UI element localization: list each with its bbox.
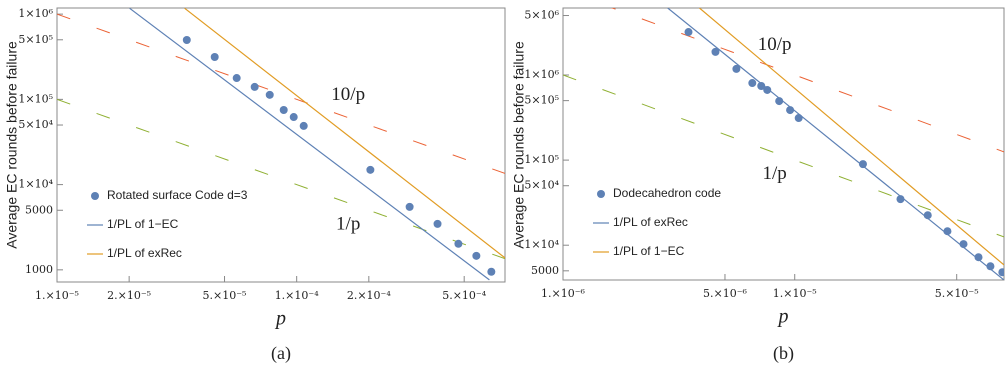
y-tick-label: 1×10⁵ — [18, 92, 53, 105]
x-tick-label: 2.×10⁻⁴ — [347, 289, 392, 302]
point — [454, 239, 463, 248]
y-tick-label: 5000 — [25, 203, 53, 216]
annotation: 1/p — [763, 163, 787, 184]
legend-label: Rotated surface Code d=3 — [107, 188, 248, 202]
point — [711, 47, 720, 56]
y-tick-label: 1×10⁶ — [524, 68, 559, 81]
y-tick-label: 1×10⁴ — [524, 238, 559, 251]
annotation: 1/p — [336, 213, 360, 234]
point — [279, 106, 288, 115]
plot-area — [563, 8, 1004, 280]
point — [265, 90, 274, 99]
caption: (b) — [773, 343, 794, 364]
y-axis-label: Average EC rounds before failure — [511, 41, 527, 249]
plot-frame — [56, 7, 506, 283]
point — [757, 81, 766, 90]
y-tick-label: 1000 — [25, 263, 53, 276]
legend-label: Dodecahedron code — [613, 186, 721, 200]
x-tick-label: 5.×10⁻⁴ — [442, 289, 487, 302]
y-tick-label: 1×10⁴ — [18, 178, 53, 191]
x-tick-label: 2.×10⁻⁵ — [107, 289, 151, 302]
line — [129, 8, 490, 281]
x-axis-label: p — [777, 306, 789, 328]
legend-swatch — [597, 190, 605, 198]
reference-line — [57, 13, 505, 174]
legend-label: 1/PL of 1−EC — [613, 244, 685, 258]
y-tick-label: 5×10⁵ — [18, 33, 53, 46]
point — [684, 28, 693, 37]
x-tick-label: 5.×10⁻⁵ — [935, 287, 979, 300]
point — [763, 85, 772, 94]
x-tick-label: 1.×10⁻⁵ — [773, 287, 817, 300]
reference-line — [563, 74, 1004, 238]
caption: (a) — [271, 343, 291, 364]
line — [184, 8, 505, 259]
y-tick-label: 5×10⁴ — [18, 118, 53, 131]
reference-line — [610, 8, 1004, 153]
point — [182, 36, 191, 45]
legend-label: 1/PL of 1−EC — [107, 217, 179, 231]
y-tick-label: 5000 — [531, 264, 559, 277]
point — [232, 74, 241, 83]
annotation: 10/p — [758, 34, 792, 55]
legend-label: 1/PL of exRec — [107, 246, 182, 260]
point — [250, 82, 259, 91]
y-tick-label: 1×10⁵ — [524, 153, 559, 166]
annotation: 10/p — [331, 84, 365, 105]
y-tick-label: 5×10⁶ — [524, 9, 559, 22]
point — [896, 195, 905, 204]
point — [748, 79, 757, 88]
point — [998, 268, 1004, 277]
point — [794, 114, 803, 123]
line — [667, 8, 1004, 280]
point — [299, 121, 308, 130]
y-tick-label: 5×10⁵ — [524, 94, 559, 107]
legend-label: 1/PL of exRec — [613, 215, 688, 229]
point — [472, 251, 481, 260]
point — [210, 53, 219, 62]
y-axis-label: Average EC rounds before failure — [4, 41, 20, 249]
point — [289, 113, 298, 122]
x-axis-label: p — [274, 308, 286, 330]
x-tick-label: 1.×10⁻⁶ — [541, 287, 586, 300]
legend-swatch — [91, 192, 99, 200]
point — [366, 165, 375, 174]
y-tick-label: 1×10⁶ — [18, 7, 53, 20]
point — [433, 219, 442, 228]
point — [986, 262, 995, 271]
point — [405, 202, 414, 211]
x-tick-label: 1.×10⁻⁴ — [275, 289, 320, 302]
x-tick-label: 5.×10⁻⁵ — [203, 289, 247, 302]
x-tick-label: 5.×10⁻⁶ — [703, 287, 748, 300]
point — [732, 64, 741, 73]
point — [858, 160, 867, 169]
point — [974, 253, 983, 262]
x-tick-label: 1.×10⁻⁵ — [35, 289, 79, 302]
plot-area — [57, 8, 505, 281]
plot-frame — [562, 7, 1005, 281]
line — [699, 8, 1004, 266]
point — [487, 267, 496, 276]
y-tick-label: 5×10⁴ — [524, 179, 559, 192]
